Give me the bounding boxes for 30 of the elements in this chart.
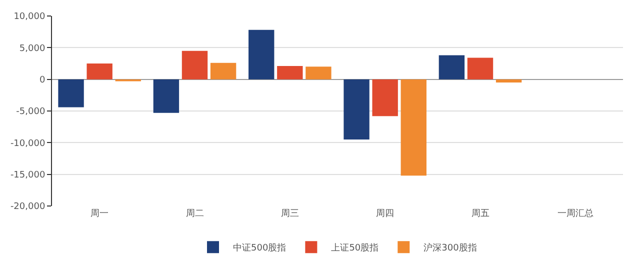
y-tick-label: -20,000 <box>10 202 46 212</box>
bar <box>248 30 274 80</box>
bar <box>306 66 332 80</box>
y-tick-label: 0 <box>39 75 46 86</box>
bar <box>210 62 236 80</box>
x-tick-label: 周一 <box>90 208 109 219</box>
y-tick-label: -5,000 <box>16 107 46 118</box>
legend-label: 中证500股指 <box>233 242 286 254</box>
legend-label: 上证50股指 <box>331 242 379 254</box>
y-tick-label: -10,000 <box>10 138 46 149</box>
legend-label: 沪深300股指 <box>424 242 477 254</box>
bar <box>153 79 180 113</box>
bar <box>438 55 465 80</box>
bar <box>496 79 522 82</box>
x-tick-label: 周二 <box>186 208 204 219</box>
bar <box>182 50 208 80</box>
y-tick-label: 10,000 <box>14 12 46 22</box>
bar <box>58 79 84 108</box>
bar <box>277 66 303 80</box>
y-tick-label: -15,000 <box>10 170 46 180</box>
bar <box>86 64 112 80</box>
x-tick-label: 周四 <box>376 208 394 219</box>
y-tick-label: 5,000 <box>19 44 46 54</box>
x-tick-label: 周五 <box>471 208 490 219</box>
bar <box>400 79 426 176</box>
x-tick-label: 周三 <box>280 208 299 219</box>
bar <box>344 79 370 140</box>
bar <box>467 58 494 80</box>
x-tick-label: 一周汇总 <box>557 208 594 219</box>
bar <box>372 79 398 116</box>
